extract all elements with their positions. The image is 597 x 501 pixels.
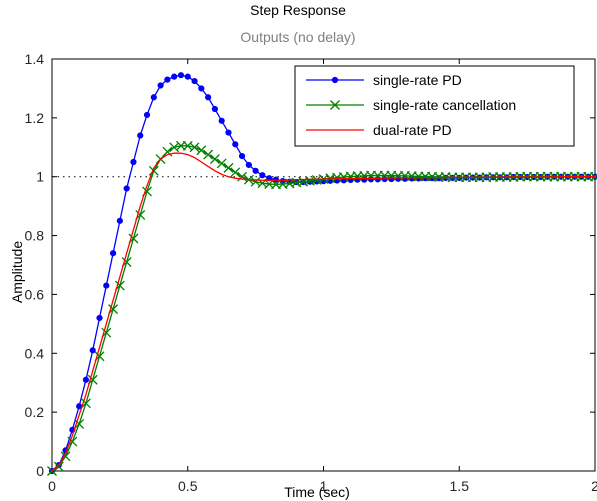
y-tick-label: 1.4	[25, 51, 45, 67]
series-1-point	[209, 154, 220, 165]
series-0-point	[232, 141, 239, 148]
series-0-point	[137, 132, 144, 139]
series-0-point	[184, 73, 191, 80]
y-tick-label: 0.6	[25, 286, 45, 302]
series-0-point	[211, 105, 218, 113]
legend-marker	[331, 76, 339, 84]
legend-entries: single-rate PD single-rate cancellation du…	[306, 72, 516, 138]
series-0-point	[109, 250, 117, 257]
series-0-point	[177, 72, 185, 79]
series-0-point	[82, 376, 90, 383]
series-1-point	[80, 398, 91, 409]
series-layer	[47, 72, 597, 476]
y-tick-labels: 0 0.2 0.4 0.6 0.8 1 1.2 1.4	[25, 51, 45, 479]
y-tick-label: 1	[36, 169, 44, 185]
series-0-point	[143, 111, 151, 119]
legend-label: single-rate cancellation	[373, 97, 516, 113]
series-1-point	[203, 149, 214, 160]
series-0-point	[259, 172, 266, 179]
series-1-point	[216, 158, 227, 169]
x-tick-label: 1	[320, 478, 328, 494]
series-0-point	[191, 77, 198, 85]
series-0-point	[171, 73, 178, 80]
chart-title: Step Response	[250, 2, 346, 18]
x-tick-label: 2	[591, 478, 597, 494]
y-tick-label: 1.2	[25, 110, 45, 126]
series-1-point	[230, 167, 241, 178]
series-0-point	[164, 76, 171, 83]
series-0-point	[238, 153, 246, 160]
y-tick-label: 0.2	[25, 404, 45, 420]
series-0-point	[103, 282, 110, 289]
series-0-point	[116, 217, 123, 224]
series-0-point	[130, 158, 137, 166]
legend-entry-0: single-rate PD	[306, 72, 462, 88]
series-0-point	[89, 347, 96, 354]
legend-entry-2: dual-rate PD	[306, 122, 452, 138]
series-1-point	[196, 145, 207, 156]
legend-entry-1: single-rate cancellation	[306, 97, 516, 113]
series-0-point	[218, 117, 225, 124]
series-1-point	[223, 162, 234, 173]
series-1-point	[162, 146, 173, 157]
chart-subtitle: Outputs (no delay)	[240, 29, 355, 45]
series-0-point	[96, 314, 103, 322]
series-line-2	[51, 152, 595, 472]
series-0-point	[123, 185, 130, 192]
legend-box	[294, 65, 575, 147]
series-0-point	[198, 85, 205, 92]
y-tick-label: 0.4	[25, 345, 45, 361]
series-0-point	[205, 94, 212, 101]
x-axis-label: Time (sec)	[284, 484, 350, 500]
y-axis-label: Amplitude	[9, 241, 25, 303]
series-1-point	[74, 418, 85, 429]
series-0-point	[252, 167, 259, 174]
x-tick-label: 0	[48, 478, 56, 494]
series-2	[51, 152, 595, 472]
y-tick-label: 0.8	[25, 228, 45, 244]
legend: single-rate PD single-rate cancellation du…	[294, 65, 575, 147]
series-1-point	[189, 142, 200, 153]
legend-label: single-rate PD	[373, 72, 462, 88]
legend-label: dual-rate PD	[373, 122, 452, 138]
y-tick-label: 0	[36, 463, 44, 479]
series-1-point	[148, 165, 159, 176]
series-0-point	[157, 82, 164, 89]
legend-marker	[330, 100, 340, 110]
series-0-point	[245, 161, 252, 169]
series-1-point	[53, 461, 64, 472]
x-tick-label: 0.5	[178, 478, 198, 494]
x-tick-label: 1.5	[450, 478, 470, 494]
series-0-point	[225, 129, 232, 136]
x-tick-labels: 0 0.5 1 1.5 2	[48, 478, 597, 494]
series-0-point	[150, 94, 157, 101]
